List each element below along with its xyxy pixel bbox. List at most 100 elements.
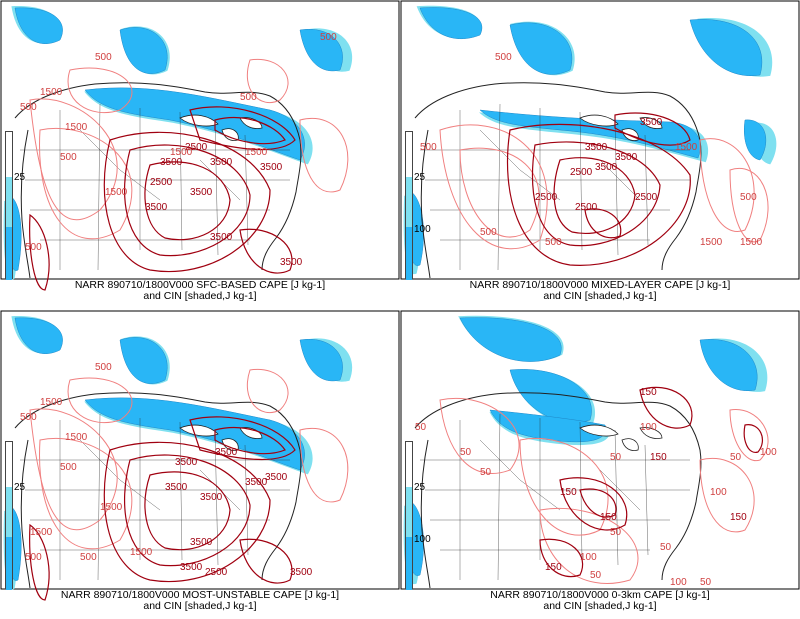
cin-region [299,28,343,72]
contour-label: 500 [240,92,257,103]
great-lake [639,427,663,439]
contour-label: 50 [730,452,742,463]
contour-label: 100 [710,487,727,498]
cape-contour-low [29,98,118,221]
cape-contour-high [743,424,763,453]
state-border [244,134,249,246]
coastline [414,82,702,279]
contour-labels: 5005005001500250035003500350025002500250… [420,52,763,248]
great-lake [179,114,219,127]
cape-contour-high [124,144,251,257]
cin-region [509,369,592,423]
cape-contour-low [519,438,609,536]
most-unstable-cape-map: 5005005005001500150015001500350035003500… [0,310,400,601]
contour-label: 50 [610,527,622,538]
contour-label: 3500 [165,482,188,493]
cape-contour-layer [439,386,769,584]
cape-contour-high [189,416,296,461]
contour-label: 500 [95,362,112,373]
state-border [79,129,161,201]
contour-label: 3500 [640,117,663,128]
contour-label: 3500 [190,537,213,548]
great-lake [239,117,263,129]
most-unstable-cape-panel: 500 500 500 500 1500 1500 1500 1500 3500 3500 3500… [0,310,400,619]
cape-contour-layer [29,58,349,291]
state-border [79,439,161,511]
contour-label: 2500 [205,567,228,578]
contour-label: 50 [460,447,472,458]
cape-contour-low [539,508,639,584]
contour-label: 2500 [185,142,208,153]
contour-label: 3500 [190,187,213,198]
cape-contour-high [214,426,286,455]
contour-label: 500 [20,412,37,423]
cape-contour-low [439,124,548,250]
state-border [614,429,619,566]
contour-label: 500 [60,462,77,473]
cin-region [14,7,63,44]
cape-contour-high [531,141,661,247]
cape-contour-high [539,538,584,578]
cin-region [14,317,63,354]
contour-label: 3500 [145,202,168,213]
state-border [199,469,241,511]
contour-label: 1500 [65,432,88,443]
great-lake [579,114,619,127]
caption-line-2: and CIN [shaded,J kg-1] [543,600,657,612]
contour-label: 500 [480,227,497,238]
cape-contour-high [579,488,617,518]
caption-line-1: NARR 890710/1800V000 MOST-UNSTABLE CAPE … [60,589,340,601]
cin-region [744,119,767,161]
contour-label: 150 [730,512,747,523]
cin-region [459,317,562,362]
cin-colorbar [405,441,413,590]
contour-label: 500 [495,52,512,63]
cape-contour-high [639,386,693,429]
contour-label: 500 [25,242,42,253]
cape-contour-high [559,477,628,531]
contour-label: 3500 [260,162,283,173]
contour-label: 50 [480,467,492,478]
cin-shading-layer [3,6,353,280]
contour-label: 1500 [130,547,153,558]
cape-contour-low [39,128,133,240]
contour-label: 3500 [160,157,183,168]
cape-contour-high [506,123,691,266]
cape-contour-layer [439,112,769,266]
state-border [497,413,501,581]
contour-label: 3500 [210,157,233,168]
contour-label: 3500 [280,257,303,268]
cape-contour-low [246,58,289,104]
cape-contour-high [214,116,286,145]
contour-label: 3500 [210,232,233,243]
contour-label: 3500 [595,162,618,173]
contour-label: 500 [740,192,757,203]
cin-region [119,337,168,384]
contour-label: 1500 [700,237,723,248]
great-lake [239,427,263,439]
contour-labels: 50 50 50 150 100 150 100 50 150 150 50 100 150 50 50 15… [415,387,777,588]
contour-label: 3500 [180,562,203,573]
panel-caption: NARR 890710/1800V000 MOST-UNSTABLE CAPE … [0,590,400,612]
cape-contour-low [439,398,520,474]
caption-line-1: NARR 890710/1800V000 0-3km CAPE [J kg-1] [490,589,710,601]
contour-label: 3500 [215,447,238,458]
cape-contour-high [189,106,296,151]
cape-contour-low [299,118,349,193]
great-lake [579,424,619,437]
contour-label: 1500 [40,397,63,408]
zero-to-3km-cape-map: 50 50 50 150 100 150 100 50 150 150 50 100 150 50 50 15… [400,310,800,590]
colorbar-tick-upper: 25 [14,482,26,493]
cape-contour-high [144,471,231,551]
state-border [244,444,249,556]
contour-label: 1500 [30,527,53,538]
cin-region [699,339,758,392]
contour-label: 3500 [290,567,313,578]
contour-label: 1500 [245,147,268,158]
panel-caption: NARR 890710/1800V000 0-3km CAPE [J kg-1]… [400,590,800,612]
contour-label: 500 [20,102,37,113]
cape-contour-low [299,428,349,503]
cin-region [689,19,763,76]
contour-label: 500 [545,237,562,248]
